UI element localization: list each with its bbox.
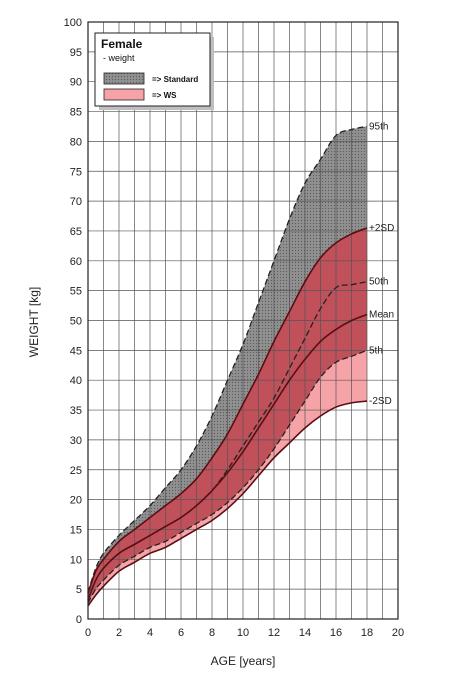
series-line--2sd — [87, 400, 368, 607]
chart-curves — [87, 125, 368, 607]
curve-label-mean: Mean — [369, 310, 394, 321]
x-tick-label: 6 — [178, 627, 184, 639]
standard-area — [88, 126, 367, 606]
x-tick-label: 12 — [268, 627, 280, 639]
curve-label--2sd: -2SD — [369, 396, 392, 407]
x-tick-label: 14 — [299, 627, 311, 639]
series-line-95th — [87, 125, 368, 593]
ws-inner-area — [88, 350, 367, 606]
y-axis-label: WEIGHT [kg] — [27, 287, 41, 357]
x-tick-label: 20 — [392, 627, 404, 639]
ws-outer-area — [88, 227, 367, 606]
curve-label-5th: 5th — [369, 345, 383, 356]
curve-labels: 95th 50th 5th +2SD Mean -2SD — [369, 121, 394, 407]
y-tick-label: 85 — [70, 107, 82, 119]
y-axis-ticks: 0 5 10 15 20 25 30 35 40 45 50 55 60 65 70 75 80 85 90 95 10… — [64, 17, 82, 626]
legend-swatch-ws — [103, 88, 145, 101]
series-line-mean — [87, 313, 368, 601]
series-line-5th — [87, 349, 368, 604]
y-tick-label: 15 — [70, 524, 82, 536]
x-tick-label: 8 — [209, 627, 215, 639]
x-tick-label: 18 — [361, 627, 373, 639]
y-tick-label: 80 — [70, 136, 82, 148]
x-axis-label: AGE [years] — [211, 654, 276, 668]
x-tick-label: 4 — [147, 627, 153, 639]
ws-mid-area — [88, 281, 367, 603]
y-tick-label: 50 — [70, 316, 82, 328]
y-tick-label: 0 — [76, 614, 82, 626]
y-tick-label: 20 — [70, 495, 82, 507]
y-tick-label: 90 — [70, 77, 82, 89]
legend-swatch-standard — [103, 72, 145, 85]
x-axis-ticks: 0 2 4 6 8 10 12 14 16 18 20 — [85, 627, 404, 639]
y-tick-label: 25 — [70, 465, 82, 477]
y-tick-label: 10 — [70, 554, 82, 566]
x-tick-label: 10 — [237, 627, 249, 639]
y-tick-label: 75 — [70, 166, 82, 178]
y-tick-label: 35 — [70, 405, 82, 417]
y-tick-label: 30 — [70, 435, 82, 447]
legend: Female - weight => Standard => WS — [94, 32, 214, 110]
y-tick-label: 45 — [70, 345, 82, 357]
y-tick-label: 95 — [70, 47, 82, 59]
y-tick-label: 65 — [70, 226, 82, 238]
x-tick-label: 2 — [116, 627, 122, 639]
y-tick-label: 70 — [70, 196, 82, 208]
legend-label-standard: => Standard — [152, 75, 198, 84]
y-tick-label: 60 — [70, 256, 82, 268]
curve-label-95th: 95th — [369, 121, 388, 132]
legend-subtitle: - weight — [103, 53, 135, 63]
y-tick-label: 100 — [64, 17, 82, 29]
y-tick-label: 5 — [76, 584, 82, 596]
series-line--2sd — [87, 227, 368, 594]
y-tick-label: 40 — [70, 375, 82, 387]
chart-areas — [88, 126, 367, 606]
x-tick-label: 16 — [330, 627, 342, 639]
legend-title: Female — [101, 37, 143, 51]
curve-label-50th: 50th — [369, 277, 388, 288]
plot-frame — [87, 21, 399, 620]
legend-label-ws: => WS — [152, 91, 177, 100]
y-tick-label: 55 — [70, 286, 82, 298]
x-tick-label: 0 — [85, 627, 91, 639]
curve-label--2sd: +2SD — [369, 223, 394, 234]
